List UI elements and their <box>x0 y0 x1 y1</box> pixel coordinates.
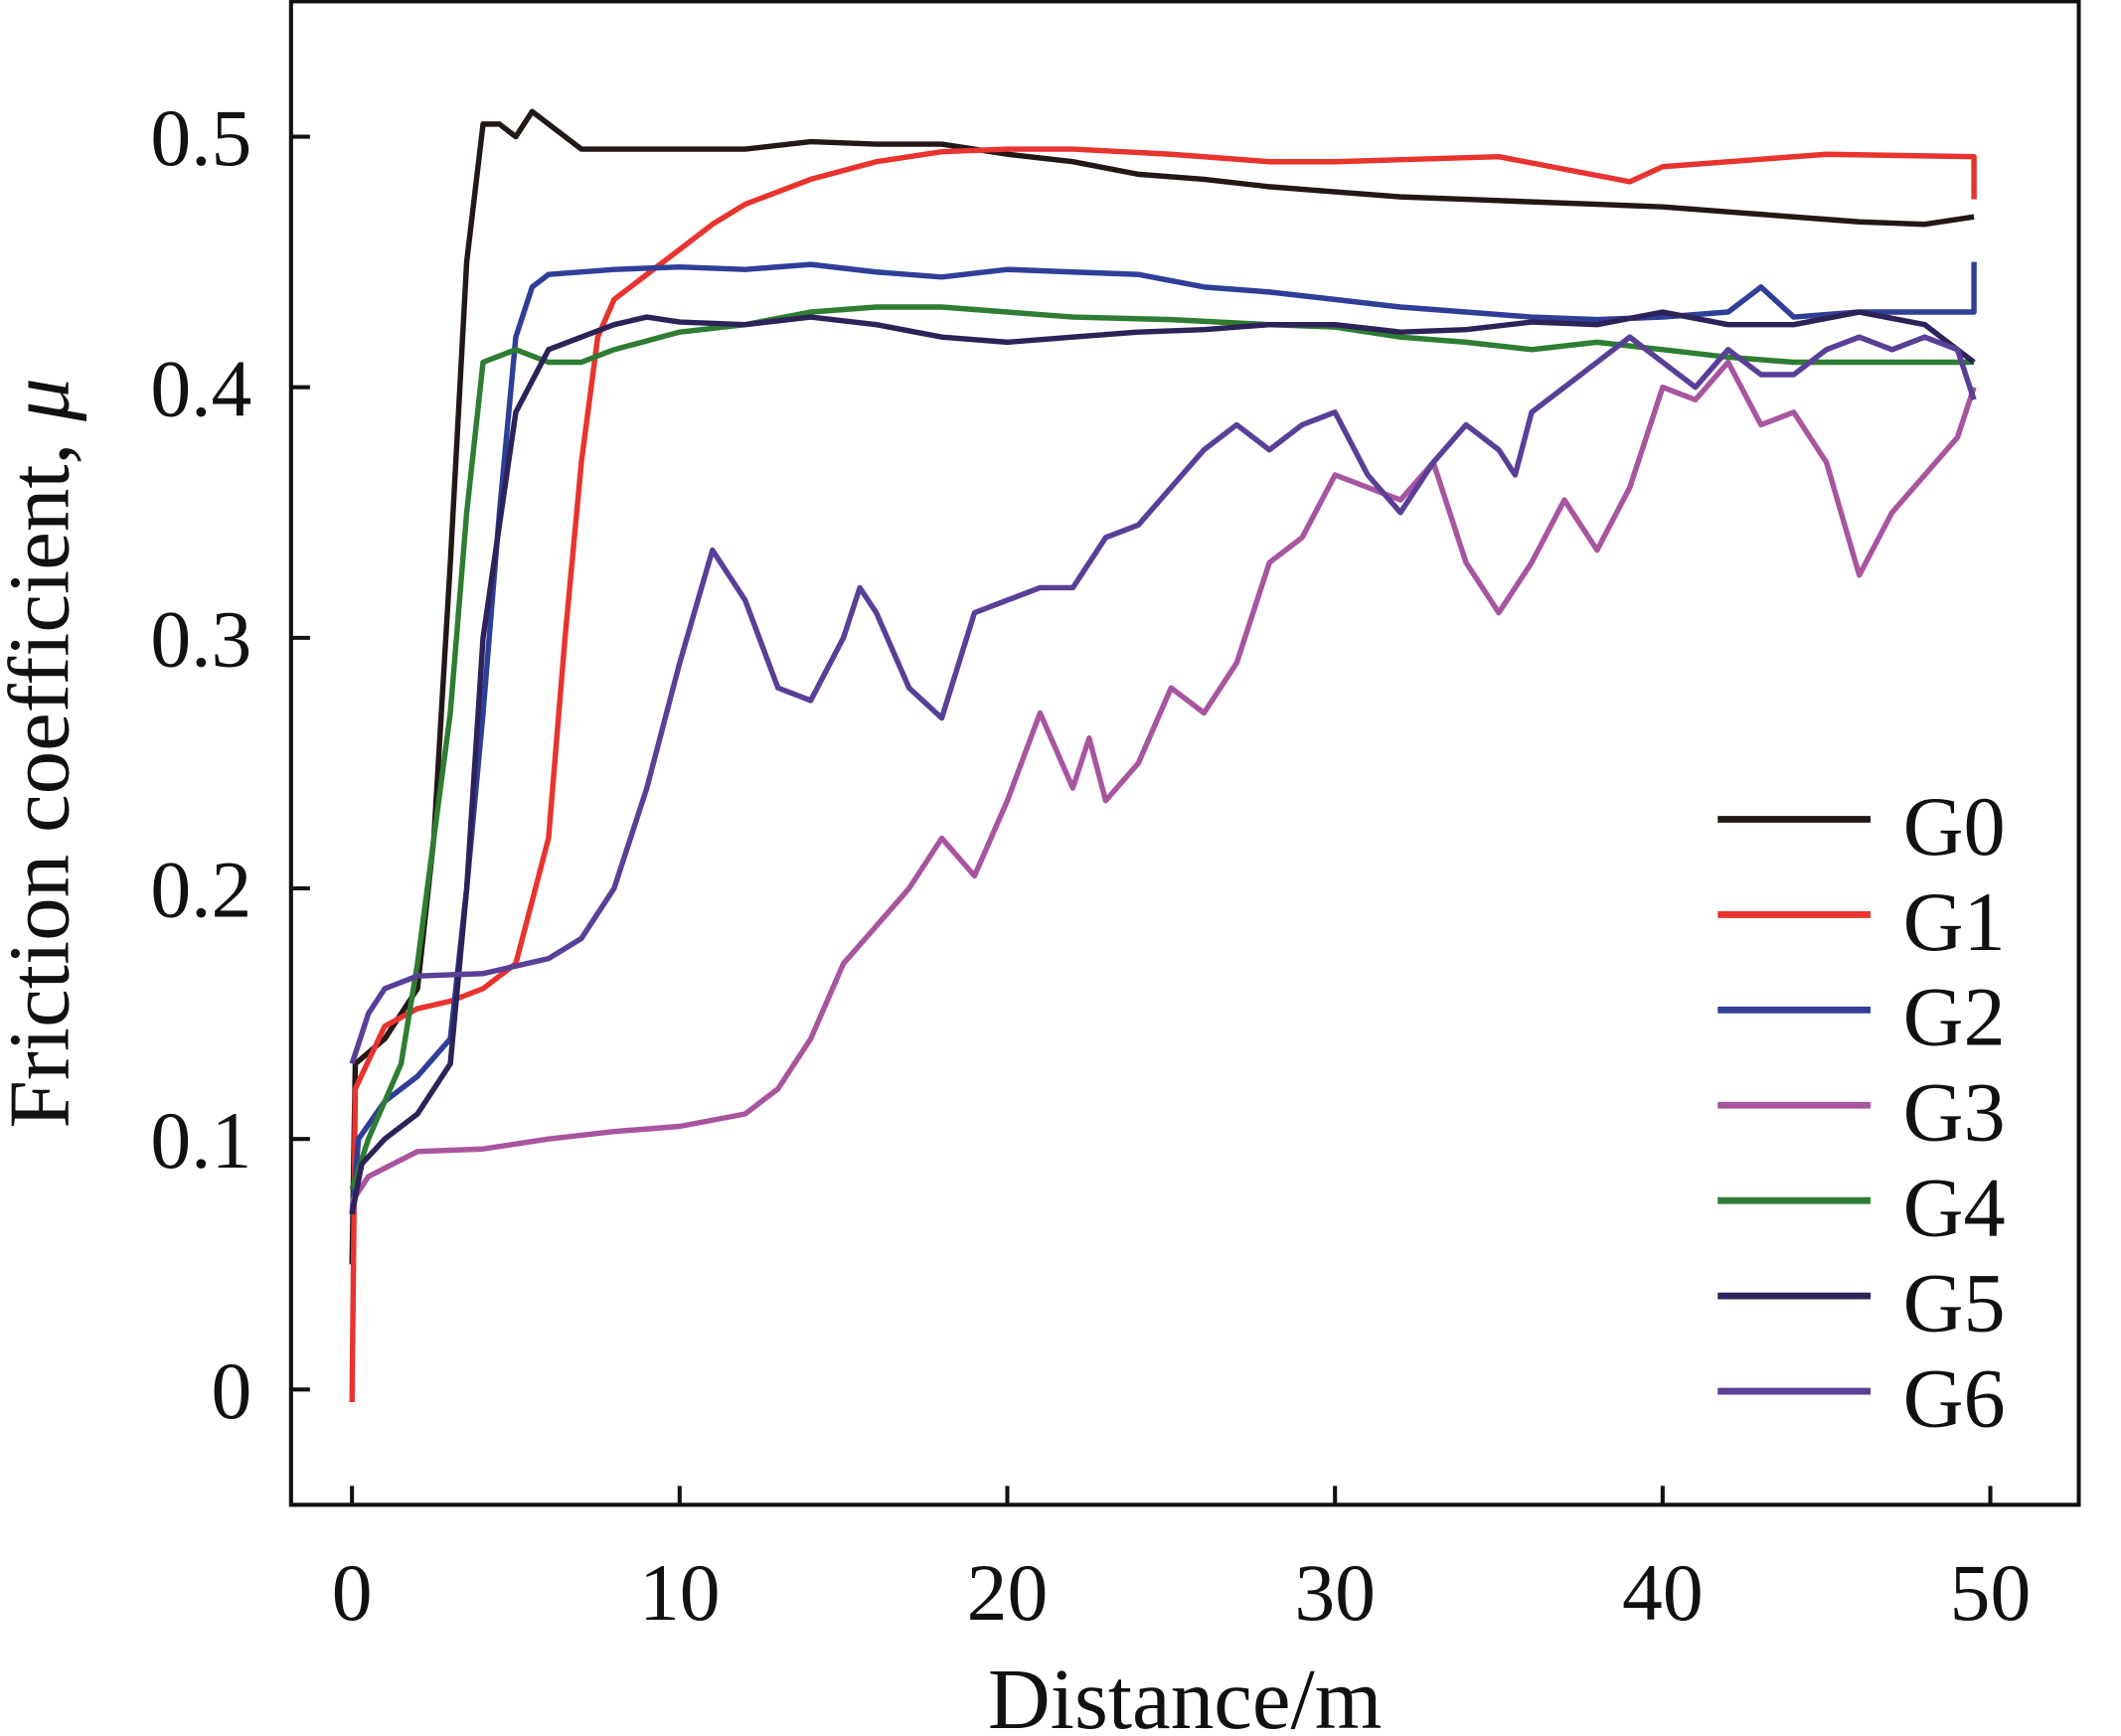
y-tick-label: 0.3 <box>150 593 251 684</box>
y-axis-ticks: 0 0.1 0.2 0.3 0.4 0.5 <box>150 92 310 1436</box>
series-layer <box>349 108 1977 1402</box>
x-axis-ticks: 0 10 20 30 40 50 <box>332 1486 2032 1638</box>
y-tick-label: 0.2 <box>150 845 251 935</box>
legend-label-g5: G5 <box>1903 1258 2006 1350</box>
y-tick-label: 0.1 <box>150 1095 251 1185</box>
series-line-g0 <box>349 108 1975 1265</box>
x-tick-label: 20 <box>967 1547 1049 1638</box>
legend-label-g3: G3 <box>1903 1067 2006 1160</box>
series-line-g5 <box>349 309 1976 1215</box>
legend-label-g4: G4 <box>1903 1163 2006 1255</box>
mu-symbol: μ <box>0 378 86 422</box>
series-line-g1 <box>349 146 1977 1402</box>
legend-label-g6: G6 <box>1903 1352 2006 1445</box>
series-line-g4 <box>349 304 1975 1190</box>
y-tick-label: 0 <box>212 1345 252 1436</box>
series-line-g3 <box>349 359 1977 1203</box>
series-line-g2 <box>349 261 1977 1215</box>
x-tick-label: 30 <box>1294 1547 1376 1638</box>
legend-label-g0: G0 <box>1903 781 2006 873</box>
x-axis-label: Distance/m <box>988 1651 1383 1736</box>
y-tick-label: 0.5 <box>150 92 251 183</box>
x-tick-label: 0 <box>332 1547 373 1638</box>
plot-frame <box>288 0 2081 1507</box>
series-line-g6 <box>349 334 1977 1065</box>
x-tick-label: 10 <box>639 1547 721 1638</box>
legend-label-g1: G1 <box>1903 876 2006 969</box>
x-tick-label: 40 <box>1622 1547 1704 1638</box>
y-axis-label: Friction coefficient, μ <box>0 378 86 1128</box>
y-tick-label: 0.4 <box>150 343 251 433</box>
x-tick-label: 50 <box>1950 1547 2032 1638</box>
legend-label-g2: G2 <box>1903 972 2006 1064</box>
